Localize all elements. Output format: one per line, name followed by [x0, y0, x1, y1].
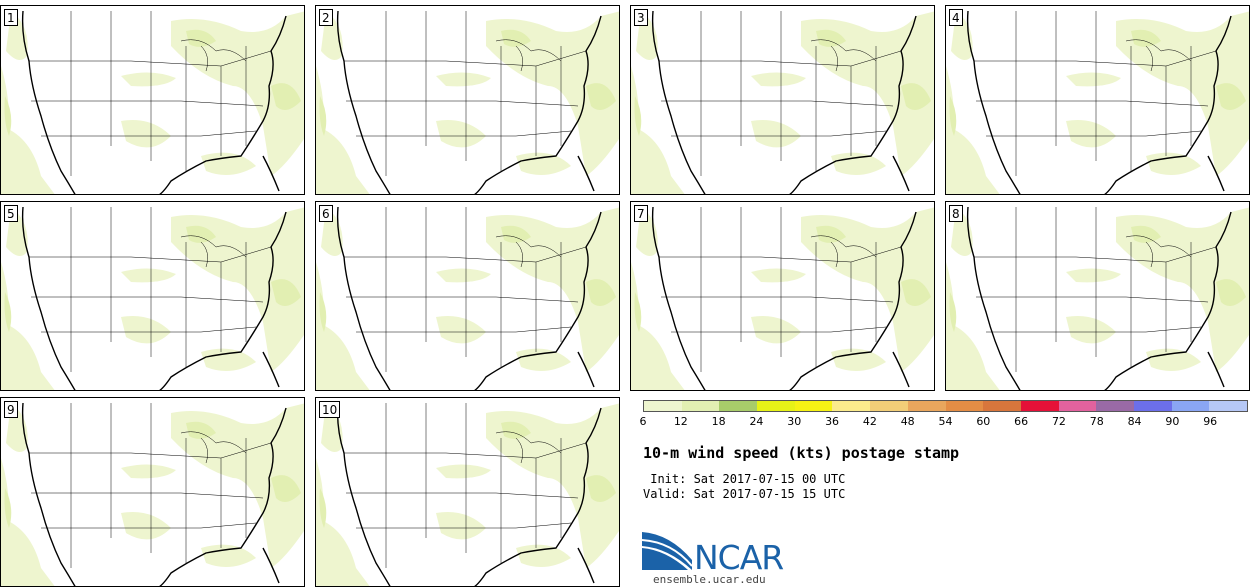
colorbar-tick-label: 78: [1089, 415, 1104, 428]
colorbar-tick-label: 42: [862, 415, 877, 428]
colorbar-swatch: [1020, 401, 1059, 411]
colorbar-tick-label: 24: [749, 415, 764, 428]
colorbar-swatch: [1133, 401, 1172, 411]
colorbar-swatch: [945, 401, 984, 411]
conus-map: [946, 202, 1250, 391]
map-panel-2: 2: [315, 5, 620, 195]
colorbar-tick-label: 18: [711, 415, 726, 428]
colorbar-swatch: [1171, 401, 1210, 411]
conus-map: [316, 398, 620, 587]
map-panel-1: 1: [0, 5, 305, 195]
colorbar-tick-label: 72: [1051, 415, 1066, 428]
colorbar-tick-label: 54: [938, 415, 953, 428]
valid-time: Valid: Sat 2017-07-15 15 UTC: [643, 487, 846, 501]
conus-map: [946, 6, 1250, 195]
map-panel-8: 8: [945, 201, 1250, 391]
panel-label: 8: [949, 205, 963, 222]
colorbar-swatch: [1209, 401, 1247, 411]
colorbar-swatch: [907, 401, 946, 411]
colorbar-tick-label: 12: [673, 415, 688, 428]
conus-map: [1, 202, 305, 391]
panel-label: 4: [949, 9, 963, 26]
colorbar-tick-label: 6: [639, 415, 647, 428]
panel-label: 10: [319, 401, 341, 418]
site-url: ensemble.ucar.edu: [653, 573, 766, 586]
colorbar-swatch: [757, 401, 795, 411]
init-time: Init: Sat 2017-07-15 00 UTC: [643, 472, 846, 486]
map-panel-7: 7: [630, 201, 935, 391]
panel-label: 9: [4, 401, 18, 418]
colorbar-tick-label: 90: [1165, 415, 1180, 428]
map-panel-9: 9: [0, 397, 305, 587]
colorbar-swatch: [1096, 401, 1134, 411]
colorbar-swatch: [719, 401, 758, 411]
map-panel-6: 6: [315, 201, 620, 391]
colorbar: [643, 400, 1248, 412]
colorbar-swatch: [1058, 401, 1097, 411]
panel-label: 1: [4, 9, 18, 26]
colorbar-tick-label: 84: [1127, 415, 1142, 428]
map-panel-4: 4: [945, 5, 1250, 195]
panel-label: 2: [319, 9, 333, 26]
panel-label: 5: [4, 205, 18, 222]
map-panel-3: 3: [630, 5, 935, 195]
colorbar-tick-label: 66: [1014, 415, 1029, 428]
colorbar-swatch: [644, 401, 682, 411]
conus-map: [1, 398, 305, 587]
conus-map: [1, 6, 305, 195]
logo-text: NCAR: [694, 538, 784, 577]
map-panel-10: 10: [315, 397, 620, 587]
colorbar-swatch: [832, 401, 871, 411]
colorbar-swatch: [794, 401, 833, 411]
ncar-logo-icon: [642, 532, 693, 570]
conus-map: [316, 6, 620, 195]
colorbar-swatch: [681, 401, 720, 411]
conus-map: [316, 202, 620, 391]
colorbar-tick-label: 30: [787, 415, 802, 428]
panel-label: 3: [634, 9, 648, 26]
panel-label: 7: [634, 205, 648, 222]
conus-map: [631, 202, 935, 391]
colorbar-tick-label: 48: [900, 415, 915, 428]
colorbar-tick-label: 96: [1203, 415, 1218, 428]
panel-label: 6: [319, 205, 333, 222]
map-panel-5: 5: [0, 201, 305, 391]
colorbar-tick-label: 60: [976, 415, 991, 428]
plot-title: 10-m wind speed (kts) postage stamp: [643, 444, 960, 462]
colorbar-tick-label: 36: [825, 415, 840, 428]
conus-map: [631, 6, 935, 195]
colorbar-swatch: [983, 401, 1021, 411]
colorbar-swatch: [870, 401, 908, 411]
